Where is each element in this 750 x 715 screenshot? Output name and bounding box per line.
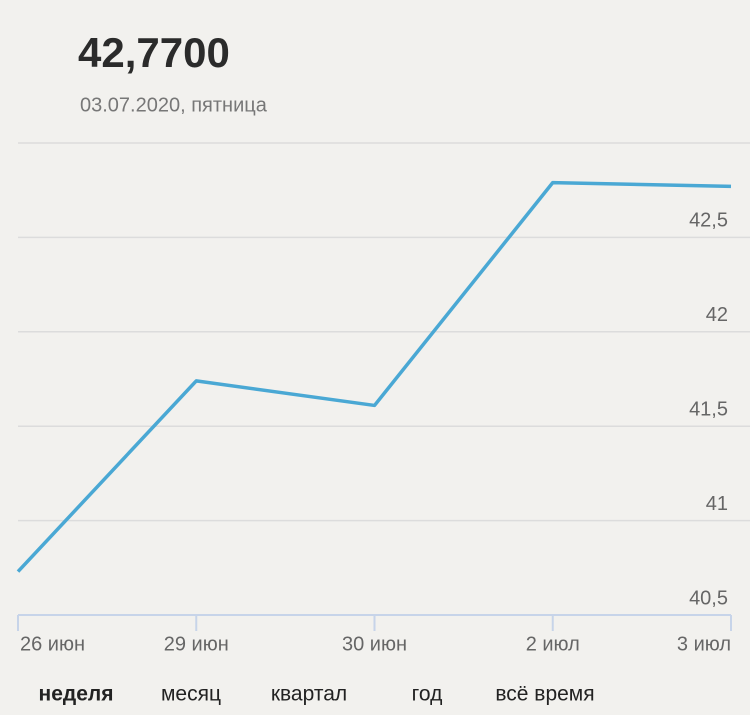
x-tick-label: 26 июн <box>20 633 85 655</box>
tab[interactable]: год <box>412 683 443 706</box>
y-tick-label: 42,5 <box>689 210 728 232</box>
y-tick-label: 41,5 <box>689 398 728 420</box>
chart: 40,5 41 41,5 42 42,5 26 июн 29 июн 30 июн 2 июл 3… <box>16 142 750 655</box>
y-tick-label: 40,5 <box>689 587 728 609</box>
date-label: 03.07.2020, пятница <box>80 94 268 116</box>
x-tick-label: 3 июл <box>677 633 731 655</box>
x-tick-label: 2 июл <box>526 633 580 655</box>
current-value: 42,7700 <box>78 29 230 76</box>
tab[interactable]: месяц <box>161 683 221 706</box>
tab[interactable]: квартал <box>271 683 347 706</box>
x-tick-label: 29 июн <box>164 633 229 655</box>
tab[interactable]: неделя <box>39 683 114 706</box>
tab[interactable]: всё время <box>495 683 594 706</box>
period-tabs: неделя месяц квартал год всё время <box>39 683 595 706</box>
y-tick-label: 41 <box>706 493 728 515</box>
rate-line <box>16 180 732 573</box>
x-tick-label: 30 июн <box>342 633 407 655</box>
y-tick-label: 42 <box>706 304 728 326</box>
